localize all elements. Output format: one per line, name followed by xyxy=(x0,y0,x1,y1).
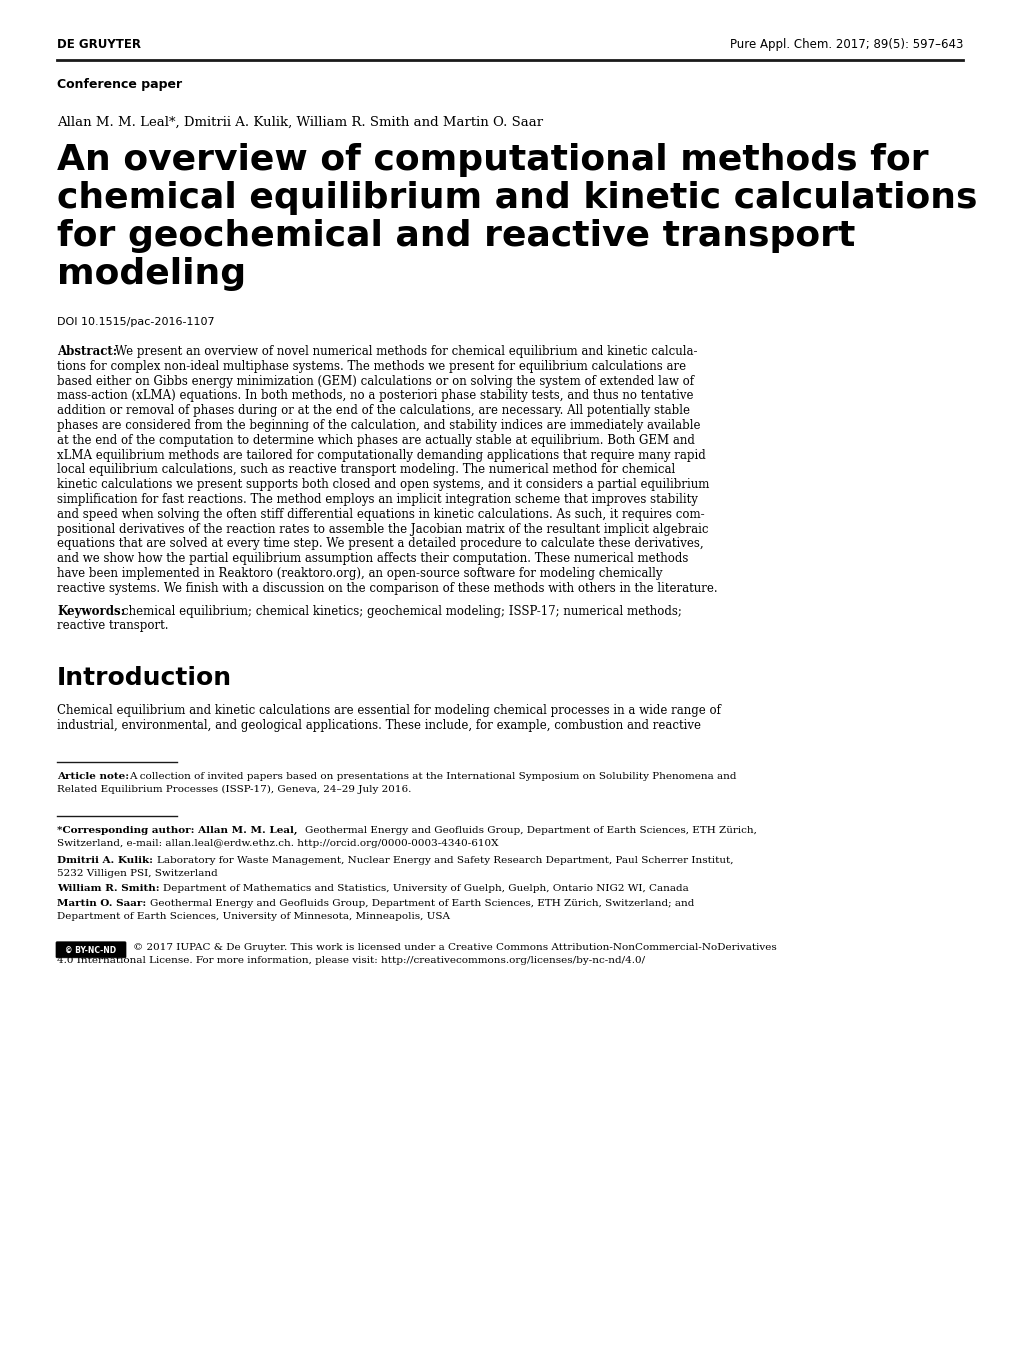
Text: mass-action (xLMA) equations. In both methods, no a posteriori phase stability t: mass-action (xLMA) equations. In both me… xyxy=(57,390,693,402)
Text: William R. Smith:: William R. Smith: xyxy=(57,883,159,893)
Text: Article note:: Article note: xyxy=(57,772,129,781)
Text: Switzerland, e-mail: allan.leal@erdw.ethz.ch. http://orcid.org/0000-0003-4340-61: Switzerland, e-mail: allan.leal@erdw.eth… xyxy=(57,839,498,848)
Text: DOI 10.1515/pac-2016-1107: DOI 10.1515/pac-2016-1107 xyxy=(57,317,214,328)
Text: reactive transport.: reactive transport. xyxy=(57,620,168,632)
Text: addition or removal of phases during or at the end of the calculations, are nece: addition or removal of phases during or … xyxy=(57,404,689,417)
Text: Dmitrii A. Kulik:: Dmitrii A. Kulik: xyxy=(57,856,153,864)
Text: positional derivatives of the reaction rates to assemble the Jacobian matrix of : positional derivatives of the reaction r… xyxy=(57,523,708,535)
Text: Keywords:: Keywords: xyxy=(57,605,125,617)
Text: simplification for fast reactions. The method employs an implicit integration sc: simplification for fast reactions. The m… xyxy=(57,493,697,506)
Text: 4.0 International License. For more information, please visit: http://creativeco: 4.0 International License. For more info… xyxy=(57,955,644,965)
Text: Chemical equilibrium and kinetic calculations are essential for modeling chemica: Chemical equilibrium and kinetic calcula… xyxy=(57,704,720,718)
Text: *Corresponding author: Allan M. M. Leal,: *Corresponding author: Allan M. M. Leal, xyxy=(57,826,298,834)
Text: 5232 Villigen PSI, Switzerland: 5232 Villigen PSI, Switzerland xyxy=(57,868,217,878)
Text: tions for complex non-ideal multiphase systems. The methods we present for equil: tions for complex non-ideal multiphase s… xyxy=(57,360,686,372)
Text: equations that are solved at every time step. We present a detailed procedure to: equations that are solved at every time … xyxy=(57,537,703,550)
Text: A collection of invited papers based on presentations at the International Sympo: A collection of invited papers based on … xyxy=(128,772,736,781)
Text: We present an overview of novel numerical methods for chemical equilibrium and k: We present an overview of novel numerica… xyxy=(115,345,697,357)
Text: Pure Appl. Chem. 2017; 89(5): 597–643: Pure Appl. Chem. 2017; 89(5): 597–643 xyxy=(729,38,962,52)
Text: kinetic calculations we present supports both closed and open systems, and it co: kinetic calculations we present supports… xyxy=(57,478,708,491)
Text: have been implemented in Reaktoro (reaktoro.org), an open-source software for mo: have been implemented in Reaktoro (reakt… xyxy=(57,567,662,580)
Text: Laboratory for Waste Management, Nuclear Energy and Safety Research Department, : Laboratory for Waste Management, Nuclear… xyxy=(157,856,733,864)
Text: Allan M. M. Leal*, Dmitrii A. Kulik, William R. Smith and Martin O. Saar: Allan M. M. Leal*, Dmitrii A. Kulik, Wil… xyxy=(57,116,542,129)
Text: xLMA equilibrium methods are tailored for computationally demanding applications: xLMA equilibrium methods are tailored fo… xyxy=(57,448,705,462)
Text: © BY-NC-ND: © BY-NC-ND xyxy=(65,946,116,955)
Text: Abstract:: Abstract: xyxy=(57,345,117,357)
Text: DE GRUYTER: DE GRUYTER xyxy=(57,38,141,52)
Text: and we show how the partial equilibrium assumption affects their computation. Th: and we show how the partial equilibrium … xyxy=(57,552,688,565)
FancyBboxPatch shape xyxy=(56,942,126,958)
Text: Geothermal Energy and Geofluids Group, Department of Earth Sciences, ETH Zürich,: Geothermal Energy and Geofluids Group, D… xyxy=(305,826,756,834)
Text: Related Equilibrium Processes (ISSP-17), Geneva, 24–29 July 2016.: Related Equilibrium Processes (ISSP-17),… xyxy=(57,784,411,794)
Text: industrial, environmental, and geological applications. These include, for examp: industrial, environmental, and geologica… xyxy=(57,719,700,733)
Text: at the end of the computation to determine which phases are actually stable at e: at the end of the computation to determi… xyxy=(57,434,694,447)
Text: chemical equilibrium and kinetic calculations: chemical equilibrium and kinetic calcula… xyxy=(57,181,976,215)
Text: modeling: modeling xyxy=(57,257,246,291)
Text: Geothermal Energy and Geofluids Group, Department of Earth Sciences, ETH Zürich,: Geothermal Energy and Geofluids Group, D… xyxy=(150,898,694,908)
Text: Department of Mathematics and Statistics, University of Guelph, Guelph, Ontario : Department of Mathematics and Statistics… xyxy=(163,883,688,893)
Text: phases are considered from the beginning of the calculation, and stability indic: phases are considered from the beginning… xyxy=(57,419,700,432)
Text: © 2017 IUPAC & De Gruyter. This work is licensed under a Creative Commons Attrib: © 2017 IUPAC & De Gruyter. This work is … xyxy=(132,943,776,951)
Text: Martin O. Saar:: Martin O. Saar: xyxy=(57,898,146,908)
Text: Introduction: Introduction xyxy=(57,666,232,690)
Text: chemical equilibrium; chemical kinetics; geochemical modeling; ISSP-17; numerica: chemical equilibrium; chemical kinetics;… xyxy=(122,605,682,617)
Text: An overview of computational methods for: An overview of computational methods for xyxy=(57,143,927,177)
Text: for geochemical and reactive transport: for geochemical and reactive transport xyxy=(57,219,855,253)
Text: based either on Gibbs energy minimization (GEM) calculations or on solving the s: based either on Gibbs energy minimizatio… xyxy=(57,375,693,387)
Text: reactive systems. We finish with a discussion on the comparison of these methods: reactive systems. We finish with a discu… xyxy=(57,582,717,595)
Text: local equilibrium calculations, such as reactive transport modeling. The numeric: local equilibrium calculations, such as … xyxy=(57,463,675,477)
Text: Conference paper: Conference paper xyxy=(57,77,182,91)
Text: Department of Earth Sciences, University of Minnesota, Minneapolis, USA: Department of Earth Sciences, University… xyxy=(57,912,449,921)
Text: and speed when solving the often stiff differential equations in kinetic calcula: and speed when solving the often stiff d… xyxy=(57,508,704,520)
